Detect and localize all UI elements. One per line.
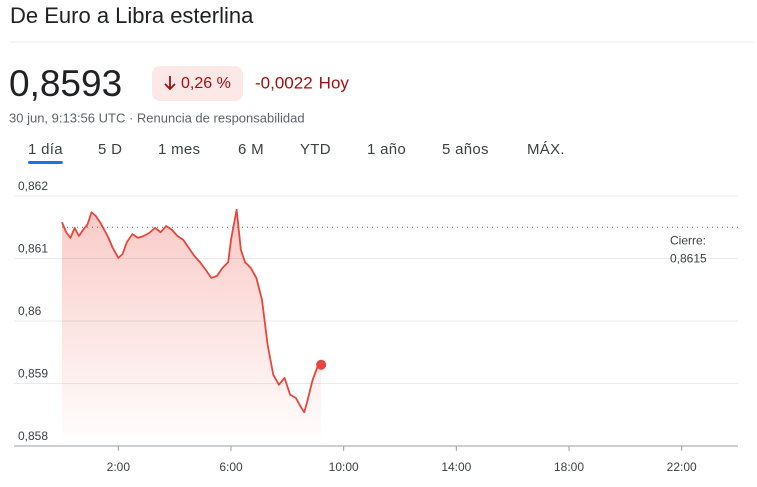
change-period: Hoy [319,73,350,92]
tab[interactable]: 5 D [98,141,122,158]
previous-close-label: Cierre: [670,233,706,247]
price: 0,8593 [9,63,122,104]
tab[interactable]: 1 día [28,141,63,158]
change-value: -0,0022 [255,73,313,92]
range-tabs: 1 día 5 D 1 mes 6 M YTD 1 año 5 años MÁX. [28,141,565,164]
tab[interactable]: 5 años [442,141,489,158]
x-tick-label: 18:00 [554,460,584,474]
chart: 0,862 0,861 0,86 0,859 0,858 2:00 6:00 10:00 14:… [14,179,738,474]
x-tick-label: 14:00 [441,460,471,474]
tab[interactable]: YTD [300,141,331,158]
y-tick-label: 0,86 [18,304,42,318]
previous-close-value: 0,8615 [670,251,707,265]
tab[interactable]: 1 mes [158,141,200,158]
y-tick-label: 0,859 [18,367,48,381]
change-percent: 0,26 % [181,75,231,92]
change-badge [152,66,243,101]
y-tick-label: 0,862 [18,179,48,193]
y-tick-label: 0,858 [18,429,48,443]
last-point [316,359,327,370]
x-tick-label: 22:00 [667,460,697,474]
x-tick-label: 6:00 [219,460,243,474]
y-tick-label: 0,861 [18,242,48,256]
x-tick-label: 2:00 [107,460,131,474]
tab[interactable]: MÁX. [527,141,565,158]
active-tab-underline [28,161,63,164]
area-fill [62,209,322,446]
x-tick-label: 10:00 [329,460,359,474]
title: De Euro a Libra esterlina [10,3,254,28]
price-line [61,208,322,414]
timestamp: 30 jun, 9:13:56 UTC · Renuncia de respon… [9,110,305,125]
tab[interactable]: 1 año [367,141,406,158]
tab[interactable]: 6 M [238,141,264,158]
down-arrow [164,76,176,91]
